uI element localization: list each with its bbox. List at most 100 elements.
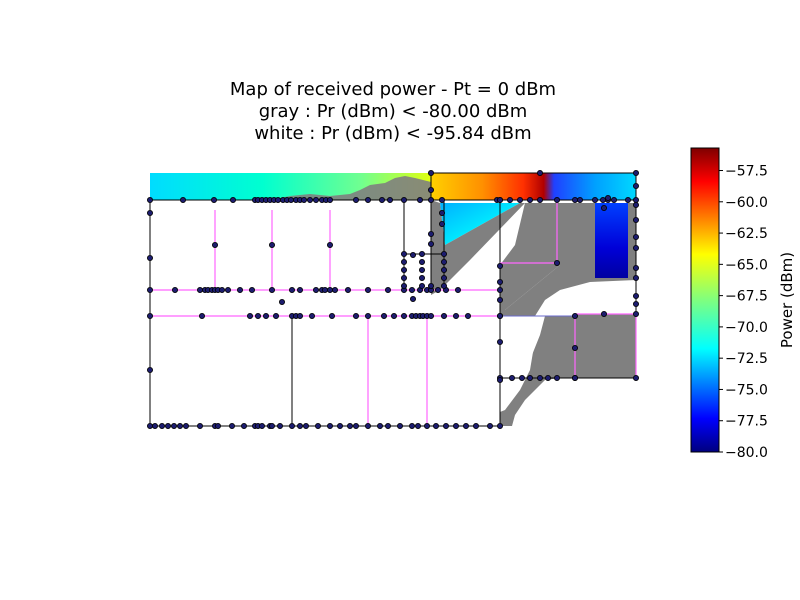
colorbar-tick-label: −62.5: [725, 226, 768, 242]
node-point: [427, 312, 434, 319]
node-point: [158, 422, 165, 429]
node-point: [496, 286, 503, 293]
node-point: [496, 312, 503, 319]
node-point: [352, 312, 359, 319]
node-point: [418, 274, 425, 281]
heat-gray-room-se: [575, 314, 636, 378]
node-point: [248, 286, 255, 293]
node-point: [611, 196, 618, 203]
node-point: [633, 300, 640, 307]
node-point: [306, 196, 313, 203]
node-point: [240, 422, 247, 429]
node-point: [196, 422, 203, 429]
node-point: [151, 422, 158, 429]
node-point: [454, 286, 461, 293]
node-point: [438, 220, 445, 227]
node-point: [268, 241, 275, 248]
node-point: [146, 422, 153, 429]
node-point: [254, 312, 261, 319]
node-point: [276, 422, 283, 429]
node-point: [268, 422, 275, 429]
node-point: [496, 376, 503, 383]
node-point: [364, 286, 371, 293]
node-point: [427, 196, 434, 203]
node-point: [633, 244, 640, 251]
node-point: [272, 312, 279, 319]
node-point: [577, 196, 584, 203]
node-point: [396, 422, 403, 429]
node-point: [196, 286, 203, 293]
node-point: [519, 374, 526, 381]
node-point: [300, 196, 307, 203]
node-point: [364, 312, 371, 319]
node-point: [601, 204, 608, 211]
node-point: [464, 312, 471, 319]
node-point: [625, 196, 632, 203]
node-point: [537, 169, 544, 176]
chart-subtitle-white: white : Pr (dBm) < -95.84 dBm: [254, 123, 532, 144]
node-point: [390, 312, 397, 319]
chart-subtitle-gray: gray : Pr (dBm) < -80.00 dBm: [258, 101, 528, 122]
node-point: [440, 258, 447, 265]
node-point: [600, 196, 607, 203]
node-point: [440, 266, 447, 273]
node-point: [164, 422, 171, 429]
heat-gray-strip-left: [270, 176, 431, 200]
colorbar-tick-label: −80.0: [725, 445, 768, 461]
node-point: [268, 286, 275, 293]
node-point: [326, 422, 333, 429]
node-point: [452, 312, 459, 319]
colorbar: −57.5 −60.0 −62.5 −65.0 −67.5 −70.0 −72.5 −75.0…: [690, 147, 796, 461]
node-point: [400, 274, 407, 281]
node-point: [438, 196, 445, 203]
node-point: [409, 295, 416, 302]
node-point: [572, 344, 579, 351]
node-point: [409, 251, 416, 258]
node-point: [312, 286, 319, 293]
node-point: [442, 422, 449, 429]
node-point: [308, 312, 315, 319]
node-point: [384, 422, 391, 429]
node-point: [633, 216, 640, 223]
node-point: [408, 422, 415, 429]
node-point: [554, 374, 561, 381]
colorbar-tick-label: −60.0: [725, 195, 768, 211]
heat-gray-region-b: [500, 203, 560, 310]
node-point: [378, 196, 385, 203]
node-point: [400, 250, 407, 257]
node-point: [400, 266, 407, 273]
node-point: [296, 286, 303, 293]
node-point: [146, 312, 153, 319]
node-point: [418, 250, 425, 257]
node-point: [400, 282, 407, 289]
heat-strip-right: [431, 173, 636, 200]
node-point: [418, 266, 425, 273]
node-point: [364, 196, 371, 203]
node-point: [176, 422, 183, 429]
node-point: [633, 233, 640, 240]
node-point: [287, 196, 294, 203]
node-point: [210, 196, 217, 203]
node-point: [496, 262, 503, 269]
heat-white-channel: [500, 316, 545, 405]
node-point: [262, 312, 269, 319]
node-point: [545, 374, 552, 381]
node-point: [246, 312, 253, 319]
node-point: [400, 258, 407, 265]
node-point: [146, 366, 153, 373]
node-point: [633, 196, 640, 203]
node-point: [423, 422, 430, 429]
chart-title: Map of received power - Pt = 0 dBm: [229, 79, 557, 100]
colorbar-gradient: [690, 147, 720, 453]
node-point: [537, 196, 544, 203]
node-point: [486, 422, 493, 429]
node-point: [418, 258, 425, 265]
node-point: [258, 422, 265, 429]
node-point: [605, 194, 612, 201]
node-point: [427, 230, 434, 237]
node-point: [326, 286, 333, 293]
colorbar-tick-label: −67.5: [725, 289, 768, 305]
node-point: [182, 422, 189, 429]
node-point: [386, 196, 393, 203]
colorbar-tick-label: −70.0: [725, 320, 768, 336]
